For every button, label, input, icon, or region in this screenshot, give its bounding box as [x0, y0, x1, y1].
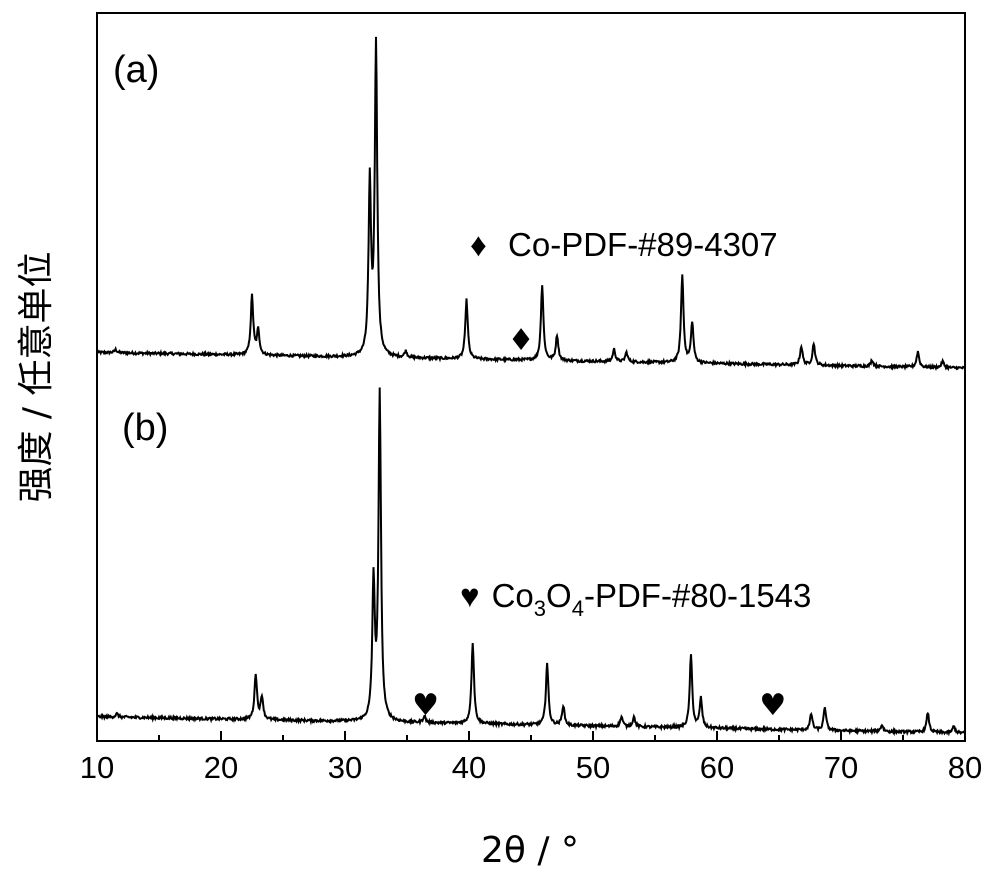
x-tick-label: 60	[700, 750, 734, 785]
x-axis-title: 2θ / °	[481, 830, 579, 871]
annotation-a-text: Co-PDF-#89-4307	[508, 226, 778, 263]
annotation-b-rest: -PDF-#80-1543	[584, 577, 811, 614]
phase-marker: ♥	[759, 688, 786, 723]
x-tick-label: 40	[452, 750, 486, 785]
phase-markers: ♦ ♥ ♥	[412, 323, 786, 723]
annotation-b-o: O	[546, 577, 572, 614]
trace-b	[97, 388, 965, 734]
panel-label-a: (a)	[113, 49, 159, 91]
trace-a	[97, 37, 965, 369]
x-tick-label: 50	[576, 750, 610, 785]
x-tick-label: 80	[948, 750, 982, 785]
annotation-b-symbol: ♥	[460, 577, 480, 614]
y-axis-title: 强度 / 任意单位	[16, 251, 57, 502]
plot-frame	[97, 13, 965, 741]
annotation-b-sub1: 3	[534, 596, 546, 621]
annotation-b-co: Co	[492, 577, 534, 614]
annotation-b: ♥ Co3O4-PDF-#80-1543	[460, 577, 811, 621]
x-tick-label: 10	[80, 750, 114, 785]
annotation-b-sub2: 4	[572, 596, 584, 621]
phase-marker: ♥	[412, 688, 439, 723]
annotation-a-symbol: ♦	[470, 226, 487, 263]
annotation-a: ♦ Co-PDF-#89-4307	[470, 226, 778, 263]
x-tick-label: 20	[204, 750, 238, 785]
x-tick-labels: 10 20 30 40 50 60 70 80	[80, 750, 982, 785]
x-tick-label: 30	[328, 750, 362, 785]
x-tick-label: 70	[824, 750, 858, 785]
panel-label-b: (b)	[122, 407, 168, 449]
phase-marker: ♦	[508, 323, 535, 358]
